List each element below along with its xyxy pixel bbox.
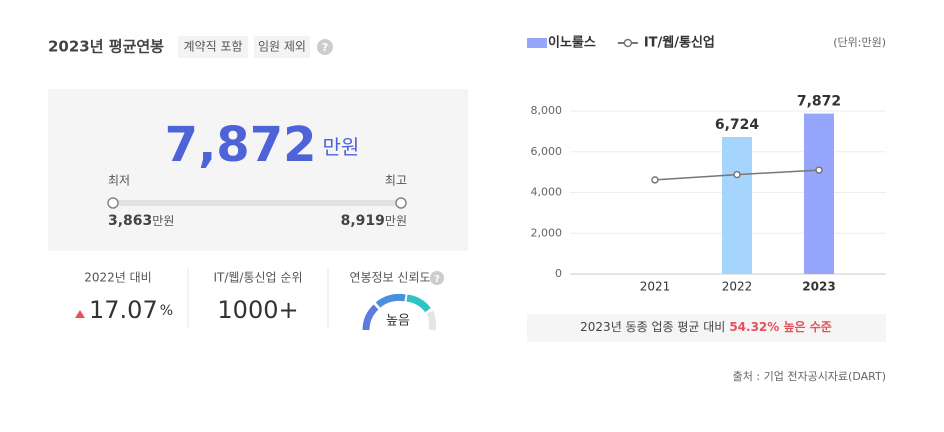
tag-bg	[254, 36, 310, 58]
gauge-seg	[406, 294, 431, 313]
title: 2023년 평균연봉	[48, 38, 164, 56]
salary-box	[48, 89, 468, 251]
min-salary: 3,863만원	[108, 213, 174, 229]
bar	[722, 136, 752, 274]
line-point	[815, 166, 823, 174]
value-label: 7,872	[797, 94, 841, 110]
range-bar	[113, 200, 401, 206]
legend-label: 이노룰스	[548, 35, 596, 51]
up-arrow	[75, 310, 85, 318]
bar	[804, 113, 834, 274]
tag-bg	[178, 36, 248, 58]
min-value: 3,863	[108, 213, 152, 229]
tag: 임원 제외	[258, 40, 306, 54]
max-unit: 만원	[385, 214, 407, 228]
legend-label: IT/웹/통신업	[644, 36, 715, 51]
salary-main: 7,872 만원	[165, 117, 360, 173]
tag: 계약직 포함	[183, 39, 242, 54]
x-tick-label: 2022	[722, 280, 753, 294]
salary-unit: 만원	[323, 135, 360, 159]
y-tick-label: 6,000	[531, 145, 563, 158]
min-unit: 만원	[152, 214, 174, 228]
range-handle	[107, 197, 119, 209]
max-salary: 8,919만원	[341, 213, 407, 229]
help-text[interactable]: ?	[434, 274, 440, 285]
stat-value: 1000+	[217, 296, 298, 324]
stat-number: 17.07	[89, 296, 158, 324]
line-point	[733, 170, 741, 179]
legend-marker	[623, 38, 633, 48]
y-tick-label: 4,000	[531, 186, 563, 199]
gauge-seg	[426, 310, 436, 331]
legend-swatch	[527, 38, 547, 48]
stat-label: IT/웹/통신업 순위	[213, 271, 302, 285]
help-text[interactable]: ?	[322, 41, 328, 54]
gauge-seg	[362, 304, 379, 331]
x-tick-label: 2023	[802, 280, 835, 294]
help-icon[interactable]	[317, 39, 333, 55]
stat-unit: %	[160, 303, 173, 319]
line-point	[651, 176, 659, 184]
x-tick-label: 2021	[640, 280, 671, 294]
gauge-seg	[375, 293, 406, 308]
source: 출처 : 기업 전자공시자료(DART)	[733, 370, 886, 383]
y-tick-label: 2,000	[531, 226, 563, 239]
note: 2023년 동종 업종 평균 대비 54.32% 높은 수준	[580, 320, 832, 334]
note-highlight: 54.32% 높은 수준	[729, 320, 832, 334]
min-label: 최저	[108, 174, 130, 188]
note-box	[527, 314, 886, 342]
note-text: 2023년 동종 업종 평균 대비	[580, 320, 725, 334]
stat-label: 2022년 대비	[84, 271, 151, 285]
unit: (단위:만원)	[833, 36, 886, 49]
stat-value: 17.07%	[89, 296, 173, 324]
y-tick-label: 8,000	[531, 104, 563, 117]
max-label: 최고	[385, 174, 407, 188]
stat-label: 연봉정보 신뢰도	[349, 271, 430, 285]
range-handle	[395, 197, 407, 209]
max-value: 8,919	[341, 213, 385, 229]
help-icon[interactable]	[430, 271, 444, 285]
gauge-label: 높음	[386, 314, 410, 329]
value-label: 6,724	[715, 117, 760, 133]
y-tick-label: 0	[555, 267, 562, 280]
salary-value: 7,872	[165, 117, 317, 173]
